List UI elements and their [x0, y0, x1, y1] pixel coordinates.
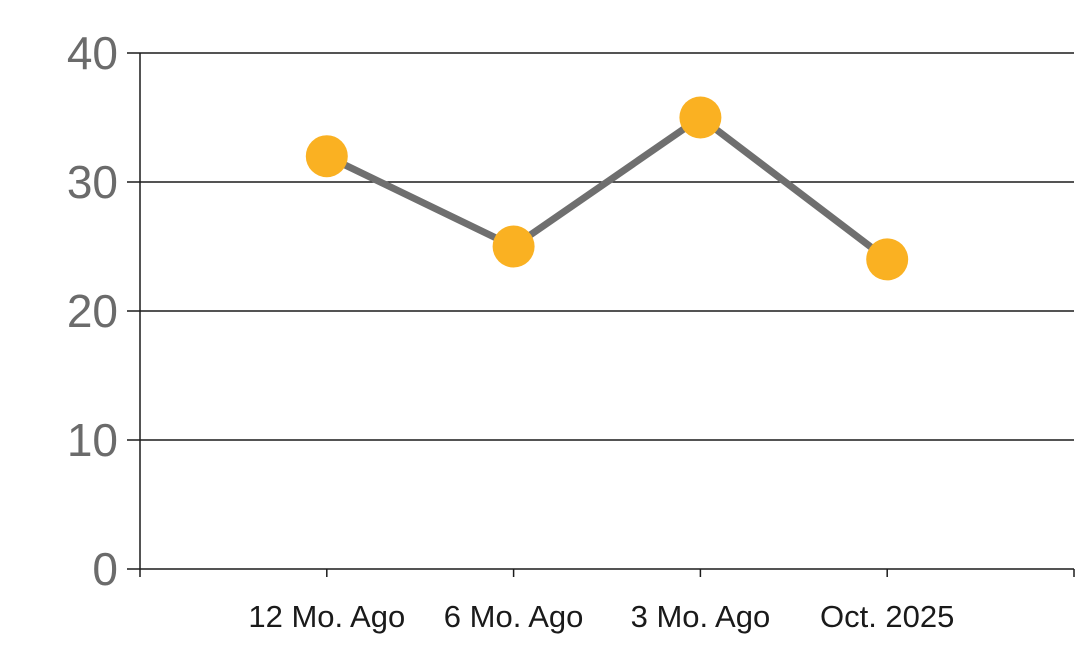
data-point — [679, 96, 722, 139]
y-tick-label: 20 — [67, 285, 118, 337]
y-tick-label: 0 — [92, 543, 118, 595]
data-point — [305, 135, 348, 178]
x-tick-label: 6 Mo. Ago — [444, 599, 584, 634]
y-tick-label: 40 — [67, 27, 118, 79]
x-tick-label: Oct. 2025 — [820, 599, 954, 634]
x-tick-label: 3 Mo. Ago — [631, 599, 771, 634]
series-line — [323, 113, 891, 263]
data-point — [492, 225, 535, 268]
y-tick-label: 10 — [67, 414, 118, 466]
x-tick-label: 12 Mo. Ago — [248, 599, 405, 634]
y-tick-label: 30 — [67, 156, 118, 208]
data-point — [866, 238, 909, 281]
